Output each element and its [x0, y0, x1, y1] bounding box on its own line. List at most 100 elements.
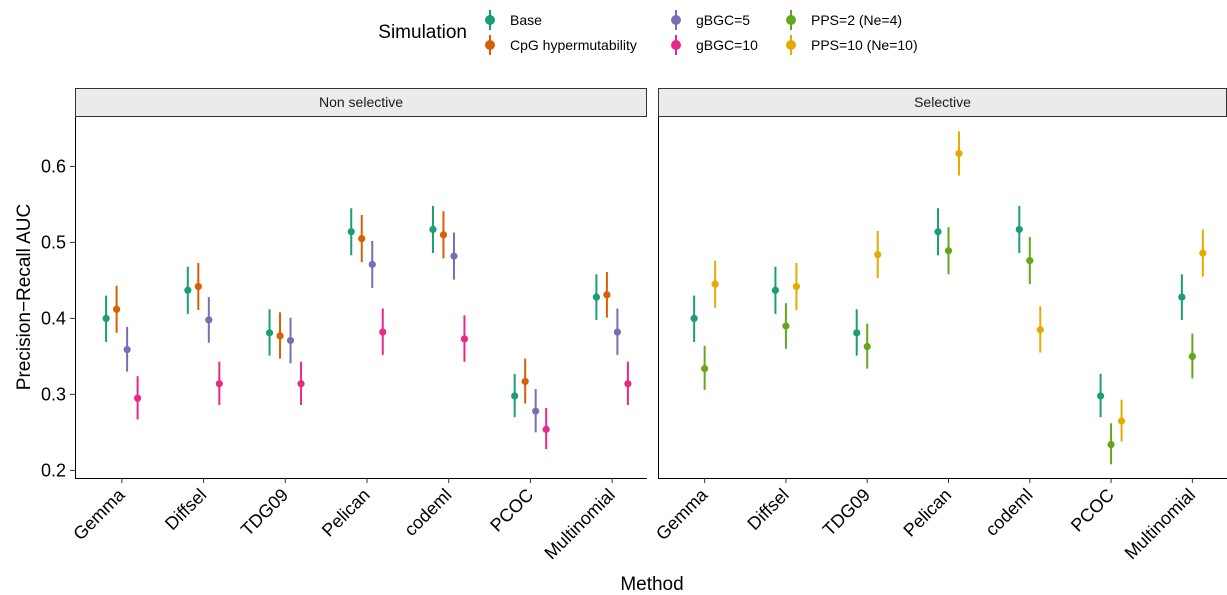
facet-title: Selective [914, 94, 971, 110]
y-axis: 0.2 0.3 0.4 0.5 0.6 [41, 156, 75, 480]
data-point [701, 364, 709, 373]
data-point [347, 228, 355, 236]
data-point [711, 280, 719, 288]
data-point [379, 328, 387, 336]
legend-item-gbgc-10: gBGC=10 [671, 35, 758, 55]
data-point [450, 252, 458, 260]
legend-key-point [671, 40, 681, 50]
x-tick-label: PCOC [486, 485, 537, 536]
panel-selective: Selective Gemma Diffsel TDG09 Pelican codeml P… [652, 88, 1227, 564]
facet-title: Non selective [319, 94, 403, 110]
series-pps-2-ne-4 [701, 227, 1196, 465]
data-point [624, 380, 632, 388]
series-base [690, 205, 1186, 418]
x-tick-label: TDG09 [819, 485, 874, 540]
legend-label: gBGC=5 [696, 12, 750, 28]
data-point [1178, 293, 1186, 301]
data-point [592, 293, 600, 301]
data-point [521, 377, 529, 386]
legend-key-point [786, 40, 796, 50]
legend-label: PPS=2 (Ne=4) [811, 12, 902, 28]
legend-title: Simulation [378, 22, 467, 43]
y-tick-label: 0.2 [41, 460, 66, 480]
data-point [863, 342, 871, 351]
facet-strip [658, 88, 1227, 117]
legend-label: PPS=10 (Ne=10) [811, 37, 918, 53]
legend-label: CpG hypermutability [510, 37, 637, 53]
data-point [215, 380, 223, 388]
legend-item-cpg-hypermutability: CpG hypermutability [485, 35, 637, 55]
legend-item-pps-2-ne-4: PPS=2 (Ne=4) [786, 10, 902, 30]
data-point [1036, 326, 1044, 334]
data-point [460, 335, 469, 343]
legend-label: Base [510, 12, 542, 28]
legend-item-base: Base [485, 10, 542, 30]
x-tick-label: Diffsel [743, 485, 792, 534]
data-point [429, 225, 437, 234]
y-tick-label: 0.5 [41, 232, 66, 252]
x-tick-label: Multinomial [1121, 485, 1200, 564]
x-tick-label: Gemma [652, 484, 712, 544]
series-gbgc-10 [134, 308, 632, 450]
data-point [1188, 352, 1196, 360]
series-base [102, 205, 600, 418]
data-point [532, 407, 540, 415]
x-axis-title: Method [620, 574, 683, 595]
series-cpg-hypermutability [113, 211, 611, 404]
panel-non-selective: Non selective Gemma Diffsel TDG09 Pelican cod… [69, 88, 647, 564]
data-point [368, 260, 376, 269]
x-tick-label: Pelican [899, 485, 955, 541]
legend-key-point [485, 15, 495, 25]
legend-key-point [786, 15, 796, 25]
data-point [113, 305, 121, 313]
data-point [205, 316, 213, 324]
x-tick-label: codeml [981, 485, 1036, 540]
data-point [771, 286, 780, 294]
data-point [439, 231, 448, 239]
data-point [1117, 417, 1126, 425]
data-point [297, 380, 305, 388]
data-point [1107, 440, 1115, 449]
legend-label: gBGC=10 [696, 37, 758, 53]
data-point [955, 149, 963, 158]
data-point [123, 345, 131, 354]
legend: Base CpG hypermutability gBGC=5 gBGC=10 PPS=… [485, 10, 918, 55]
data-point [265, 329, 274, 337]
data-point [1015, 225, 1023, 234]
facet-strip [75, 88, 647, 117]
data-point [934, 228, 942, 236]
series-pps-10-ne-10 [711, 131, 1207, 442]
series-gbgc-5 [123, 232, 621, 433]
data-point [874, 250, 882, 259]
data-point [613, 328, 621, 336]
x-tick-label: Multinomial [540, 485, 619, 564]
legend-key-point [671, 15, 681, 25]
data-point [276, 332, 284, 340]
legend-item-gbgc-5: gBGC=5 [671, 10, 750, 30]
data-point [603, 291, 611, 299]
data-point [286, 336, 295, 345]
data-point [358, 235, 366, 243]
x-tick-label: Pelican [318, 485, 374, 541]
data-point [782, 322, 790, 330]
data-point [194, 282, 202, 291]
data-point [102, 314, 110, 322]
y-tick-label: 0.3 [41, 384, 66, 404]
data-point [1026, 257, 1034, 265]
data-point [690, 314, 698, 322]
x-tick-label: Gemma [69, 484, 129, 544]
legend-key-point [485, 40, 495, 50]
y-tick-label: 0.4 [41, 308, 66, 328]
data-point [542, 425, 550, 433]
data-point [944, 247, 953, 255]
plot-panels: Non selective Gemma Diffsel TDG09 Pelican cod… [69, 88, 1227, 564]
data-point [1096, 392, 1105, 400]
x-tick-label: TDG09 [237, 485, 292, 540]
y-tick-label: 0.6 [41, 156, 66, 176]
data-point [134, 394, 142, 402]
legend-item-pps-10-ne-10: PPS=10 (Ne=10) [786, 35, 918, 55]
x-tick-label: PCOC [1067, 485, 1118, 536]
data-point [792, 282, 801, 291]
data-point [184, 286, 192, 294]
